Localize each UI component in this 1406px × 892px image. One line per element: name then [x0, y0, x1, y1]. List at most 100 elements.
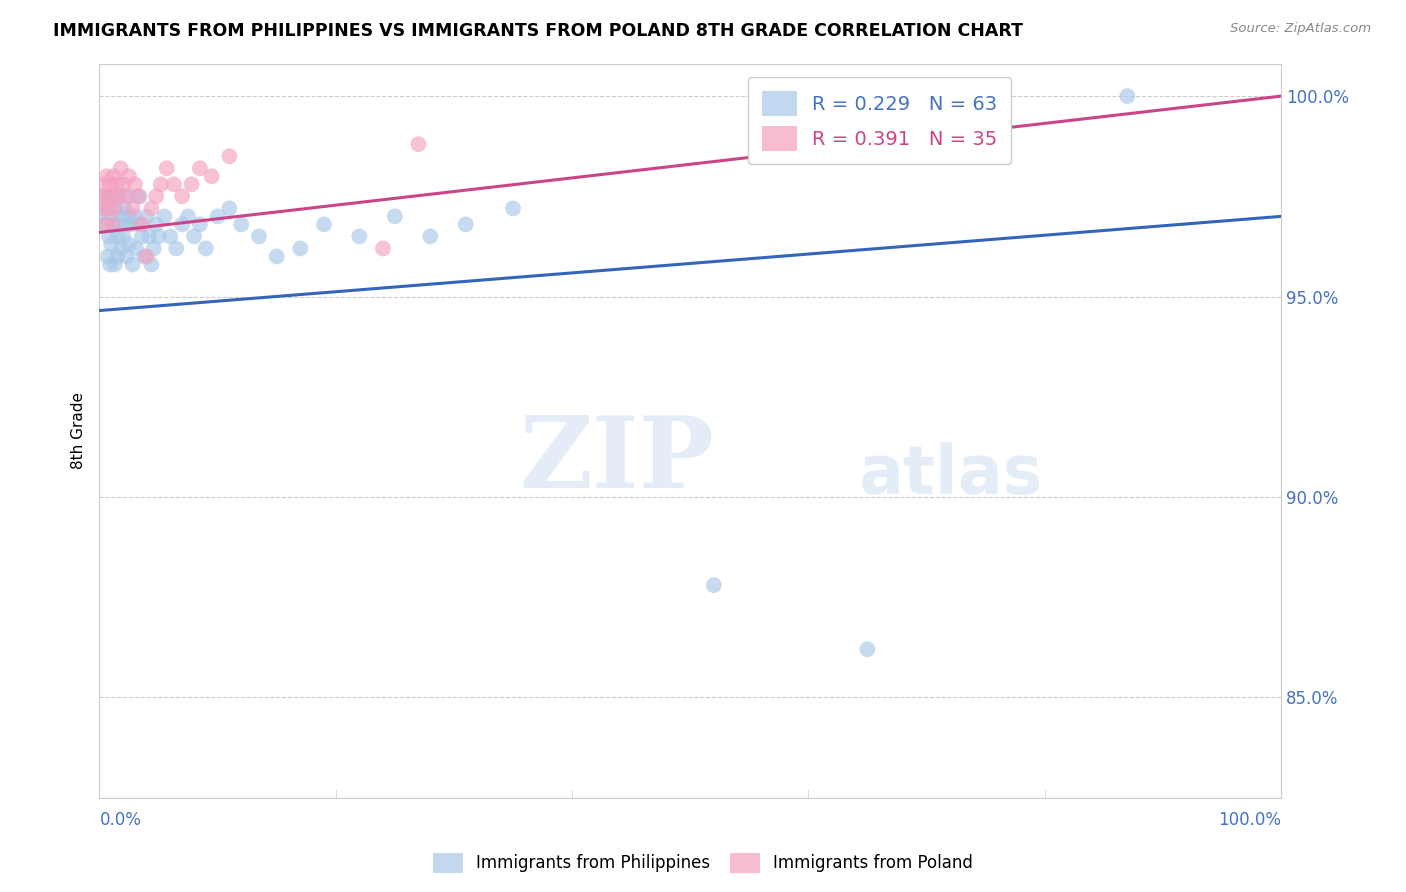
Point [135, 210, 157, 224]
Point [114, 218, 136, 232]
Point [97, 189, 120, 203]
Point [218, 149, 240, 163]
Point [101, 218, 124, 232]
Point [121, 202, 143, 216]
Point [172, 189, 194, 203]
Point [128, 189, 150, 203]
Point [104, 202, 127, 216]
Point [124, 178, 146, 192]
Y-axis label: 8th Grade: 8th Grade [72, 392, 86, 469]
Point [145, 189, 167, 203]
Point [231, 218, 253, 232]
Point [97, 229, 120, 244]
Point [201, 169, 224, 184]
Point [125, 242, 148, 256]
Point [112, 178, 135, 192]
Point [703, 578, 725, 592]
Point [165, 242, 187, 256]
Point [127, 218, 149, 232]
Point [180, 178, 202, 192]
Point [105, 229, 128, 244]
Point [107, 189, 129, 203]
Point [141, 257, 163, 271]
Point [112, 202, 135, 216]
Point [103, 218, 125, 232]
Point [290, 242, 312, 256]
Point [131, 218, 153, 232]
Point [91, 202, 114, 216]
Text: IMMIGRANTS FROM PHILIPPINES VS IMMIGRANTS FROM POLAND 8TH GRADE CORRELATION CHAR: IMMIGRANTS FROM PHILIPPINES VS IMMIGRANT… [53, 22, 1024, 40]
Point [502, 202, 524, 216]
Legend: Immigrants from Philippines, Immigrants from Poland: Immigrants from Philippines, Immigrants … [426, 847, 980, 880]
Point [108, 218, 131, 232]
Point [408, 137, 430, 152]
Point [110, 242, 132, 256]
Point [114, 189, 136, 203]
Point [121, 257, 143, 271]
Point [312, 218, 335, 232]
Point [138, 229, 160, 244]
Point [110, 161, 132, 176]
Point [105, 250, 128, 264]
Point [115, 250, 138, 264]
Point [111, 210, 134, 224]
Point [207, 210, 229, 224]
Point [131, 229, 153, 244]
Point [371, 242, 394, 256]
Point [247, 229, 270, 244]
Point [100, 189, 122, 203]
Point [149, 178, 172, 192]
Point [1116, 89, 1139, 103]
Point [98, 178, 121, 192]
Point [163, 178, 186, 192]
Point [97, 250, 120, 264]
Point [194, 242, 217, 256]
Point [266, 250, 288, 264]
Point [153, 210, 176, 224]
Point [218, 202, 240, 216]
Point [419, 229, 441, 244]
Point [90, 210, 112, 224]
Point [188, 161, 211, 176]
Legend: R = 0.229   N = 63, R = 0.391   N = 35: R = 0.229 N = 63, R = 0.391 N = 35 [748, 78, 1011, 164]
Point [156, 161, 179, 176]
Point [97, 202, 120, 216]
Point [100, 210, 122, 224]
Point [103, 169, 125, 184]
Text: ZIP: ZIP [519, 412, 714, 508]
Point [127, 189, 149, 203]
Point [124, 210, 146, 224]
Point [118, 210, 141, 224]
Point [94, 218, 117, 232]
Point [148, 229, 170, 244]
Text: Source: ZipAtlas.com: Source: ZipAtlas.com [1230, 22, 1371, 36]
Point [145, 218, 167, 232]
Point [90, 189, 112, 203]
Point [107, 189, 129, 203]
Point [96, 169, 118, 184]
Text: atlas: atlas [858, 442, 1042, 508]
Point [100, 237, 122, 252]
Point [183, 229, 205, 244]
Point [141, 202, 163, 216]
Point [112, 229, 135, 244]
Point [101, 189, 124, 203]
Text: 100.0%: 100.0% [1218, 811, 1281, 829]
Point [118, 237, 141, 252]
Point [104, 202, 127, 216]
Point [98, 257, 121, 271]
Point [172, 218, 194, 232]
Point [384, 210, 406, 224]
Point [104, 257, 127, 271]
Point [135, 250, 157, 264]
Point [91, 189, 114, 203]
Point [120, 218, 142, 232]
Point [117, 189, 139, 203]
Point [159, 229, 181, 244]
Point [105, 178, 128, 192]
Point [142, 242, 165, 256]
Point [454, 218, 477, 232]
Point [856, 642, 879, 657]
Point [118, 169, 141, 184]
Point [93, 178, 115, 192]
